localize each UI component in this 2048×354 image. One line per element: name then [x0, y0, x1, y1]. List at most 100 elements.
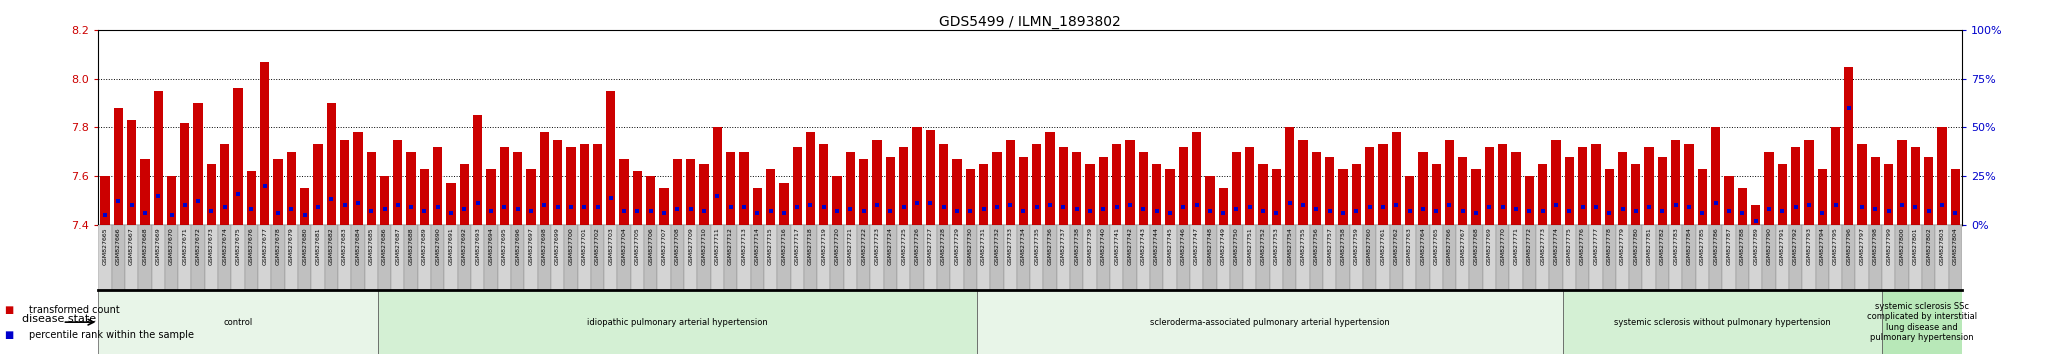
Bar	[139, 225, 152, 290]
Text: GSM827800: GSM827800	[1901, 227, 1905, 265]
Point	[1446, 208, 1479, 214]
Text: GSM827764: GSM827764	[1421, 227, 1425, 265]
Bar	[831, 176, 842, 225]
Text: GSM827695: GSM827695	[502, 227, 506, 265]
Bar	[1016, 225, 1030, 290]
Bar	[776, 225, 791, 290]
Bar	[1618, 152, 1628, 225]
Point	[395, 204, 428, 210]
Bar	[1524, 176, 1534, 225]
Bar	[1192, 132, 1202, 225]
Point	[168, 202, 201, 208]
Bar	[793, 147, 803, 225]
Text: GSM827694: GSM827694	[489, 227, 494, 265]
Bar	[457, 225, 471, 290]
Text: GSM827713: GSM827713	[741, 227, 745, 265]
Bar	[899, 147, 909, 225]
Point	[901, 200, 934, 206]
Bar	[686, 159, 696, 225]
Text: GSM827725: GSM827725	[901, 227, 905, 265]
Bar	[459, 164, 469, 225]
Text: percentile rank within the sample: percentile rank within the sample	[29, 330, 195, 339]
Point	[1712, 208, 1745, 214]
Bar	[1190, 225, 1202, 290]
Bar	[1004, 225, 1016, 290]
Bar	[739, 152, 750, 225]
Bar	[100, 176, 111, 225]
Bar	[1591, 144, 1602, 225]
Bar	[377, 225, 391, 290]
Bar	[1788, 225, 1802, 290]
Point	[1780, 204, 1812, 210]
Bar	[1442, 225, 1456, 290]
Point	[1632, 204, 1665, 210]
Bar	[991, 152, 1001, 225]
Bar	[313, 144, 324, 225]
Point	[182, 199, 215, 204]
Bar	[1937, 127, 1948, 225]
Bar	[633, 171, 643, 225]
Text: GSM827719: GSM827719	[821, 227, 825, 265]
Bar	[1882, 290, 1962, 354]
Bar	[1311, 152, 1321, 225]
Text: GSM827765: GSM827765	[1434, 227, 1438, 265]
Bar	[592, 144, 602, 225]
Bar	[270, 225, 285, 290]
Bar	[299, 188, 309, 225]
Bar	[1456, 225, 1468, 290]
Bar	[965, 169, 975, 225]
Text: GSM827681: GSM827681	[315, 227, 319, 265]
Text: GSM827692: GSM827692	[463, 227, 467, 265]
Bar	[231, 225, 246, 290]
Point	[1765, 208, 1798, 214]
Bar	[1378, 144, 1389, 225]
Bar	[1243, 225, 1255, 290]
Point	[408, 208, 440, 214]
Text: GSM827666: GSM827666	[117, 227, 121, 265]
Text: ■: ■	[4, 330, 14, 339]
Text: GSM827780: GSM827780	[1634, 227, 1638, 265]
Bar	[258, 225, 270, 290]
Text: GSM827714: GSM827714	[756, 227, 760, 265]
Point	[647, 210, 680, 216]
Bar	[1683, 144, 1694, 225]
Bar	[1483, 225, 1495, 290]
Bar	[1894, 225, 1909, 290]
Text: GSM827801: GSM827801	[1913, 227, 1917, 265]
Text: GSM827732: GSM827732	[995, 227, 999, 266]
Text: GSM827721: GSM827721	[848, 227, 852, 265]
Point	[1354, 204, 1386, 210]
Point	[1180, 202, 1212, 208]
Bar	[819, 144, 829, 225]
Text: GSM827749: GSM827749	[1221, 227, 1225, 266]
Text: GSM827750: GSM827750	[1235, 227, 1239, 265]
Point	[1872, 208, 1905, 214]
Text: GSM827712: GSM827712	[729, 227, 733, 265]
Bar	[365, 225, 377, 290]
Text: GSM827690: GSM827690	[436, 227, 440, 265]
Text: GSM827669: GSM827669	[156, 227, 160, 265]
Bar	[1708, 225, 1722, 290]
Bar	[287, 152, 297, 225]
Point	[1274, 200, 1307, 206]
Bar	[1698, 169, 1708, 225]
Point	[1606, 206, 1638, 212]
Point	[1327, 210, 1360, 216]
Text: GSM827671: GSM827671	[182, 227, 186, 265]
Text: GSM827752: GSM827752	[1262, 227, 1266, 265]
Bar	[1030, 225, 1042, 290]
Bar	[1511, 152, 1522, 225]
Text: GSM827723: GSM827723	[874, 227, 879, 266]
Point	[555, 204, 588, 210]
Bar	[1204, 176, 1214, 225]
Bar	[1149, 225, 1163, 290]
Bar	[1616, 225, 1628, 290]
Bar	[618, 225, 631, 290]
Bar	[952, 159, 963, 225]
Bar	[1376, 225, 1389, 290]
Point	[913, 200, 946, 206]
Text: GSM827691: GSM827691	[449, 227, 453, 265]
Text: GSM827756: GSM827756	[1315, 227, 1319, 265]
Point	[1380, 202, 1413, 208]
Bar	[926, 130, 936, 225]
